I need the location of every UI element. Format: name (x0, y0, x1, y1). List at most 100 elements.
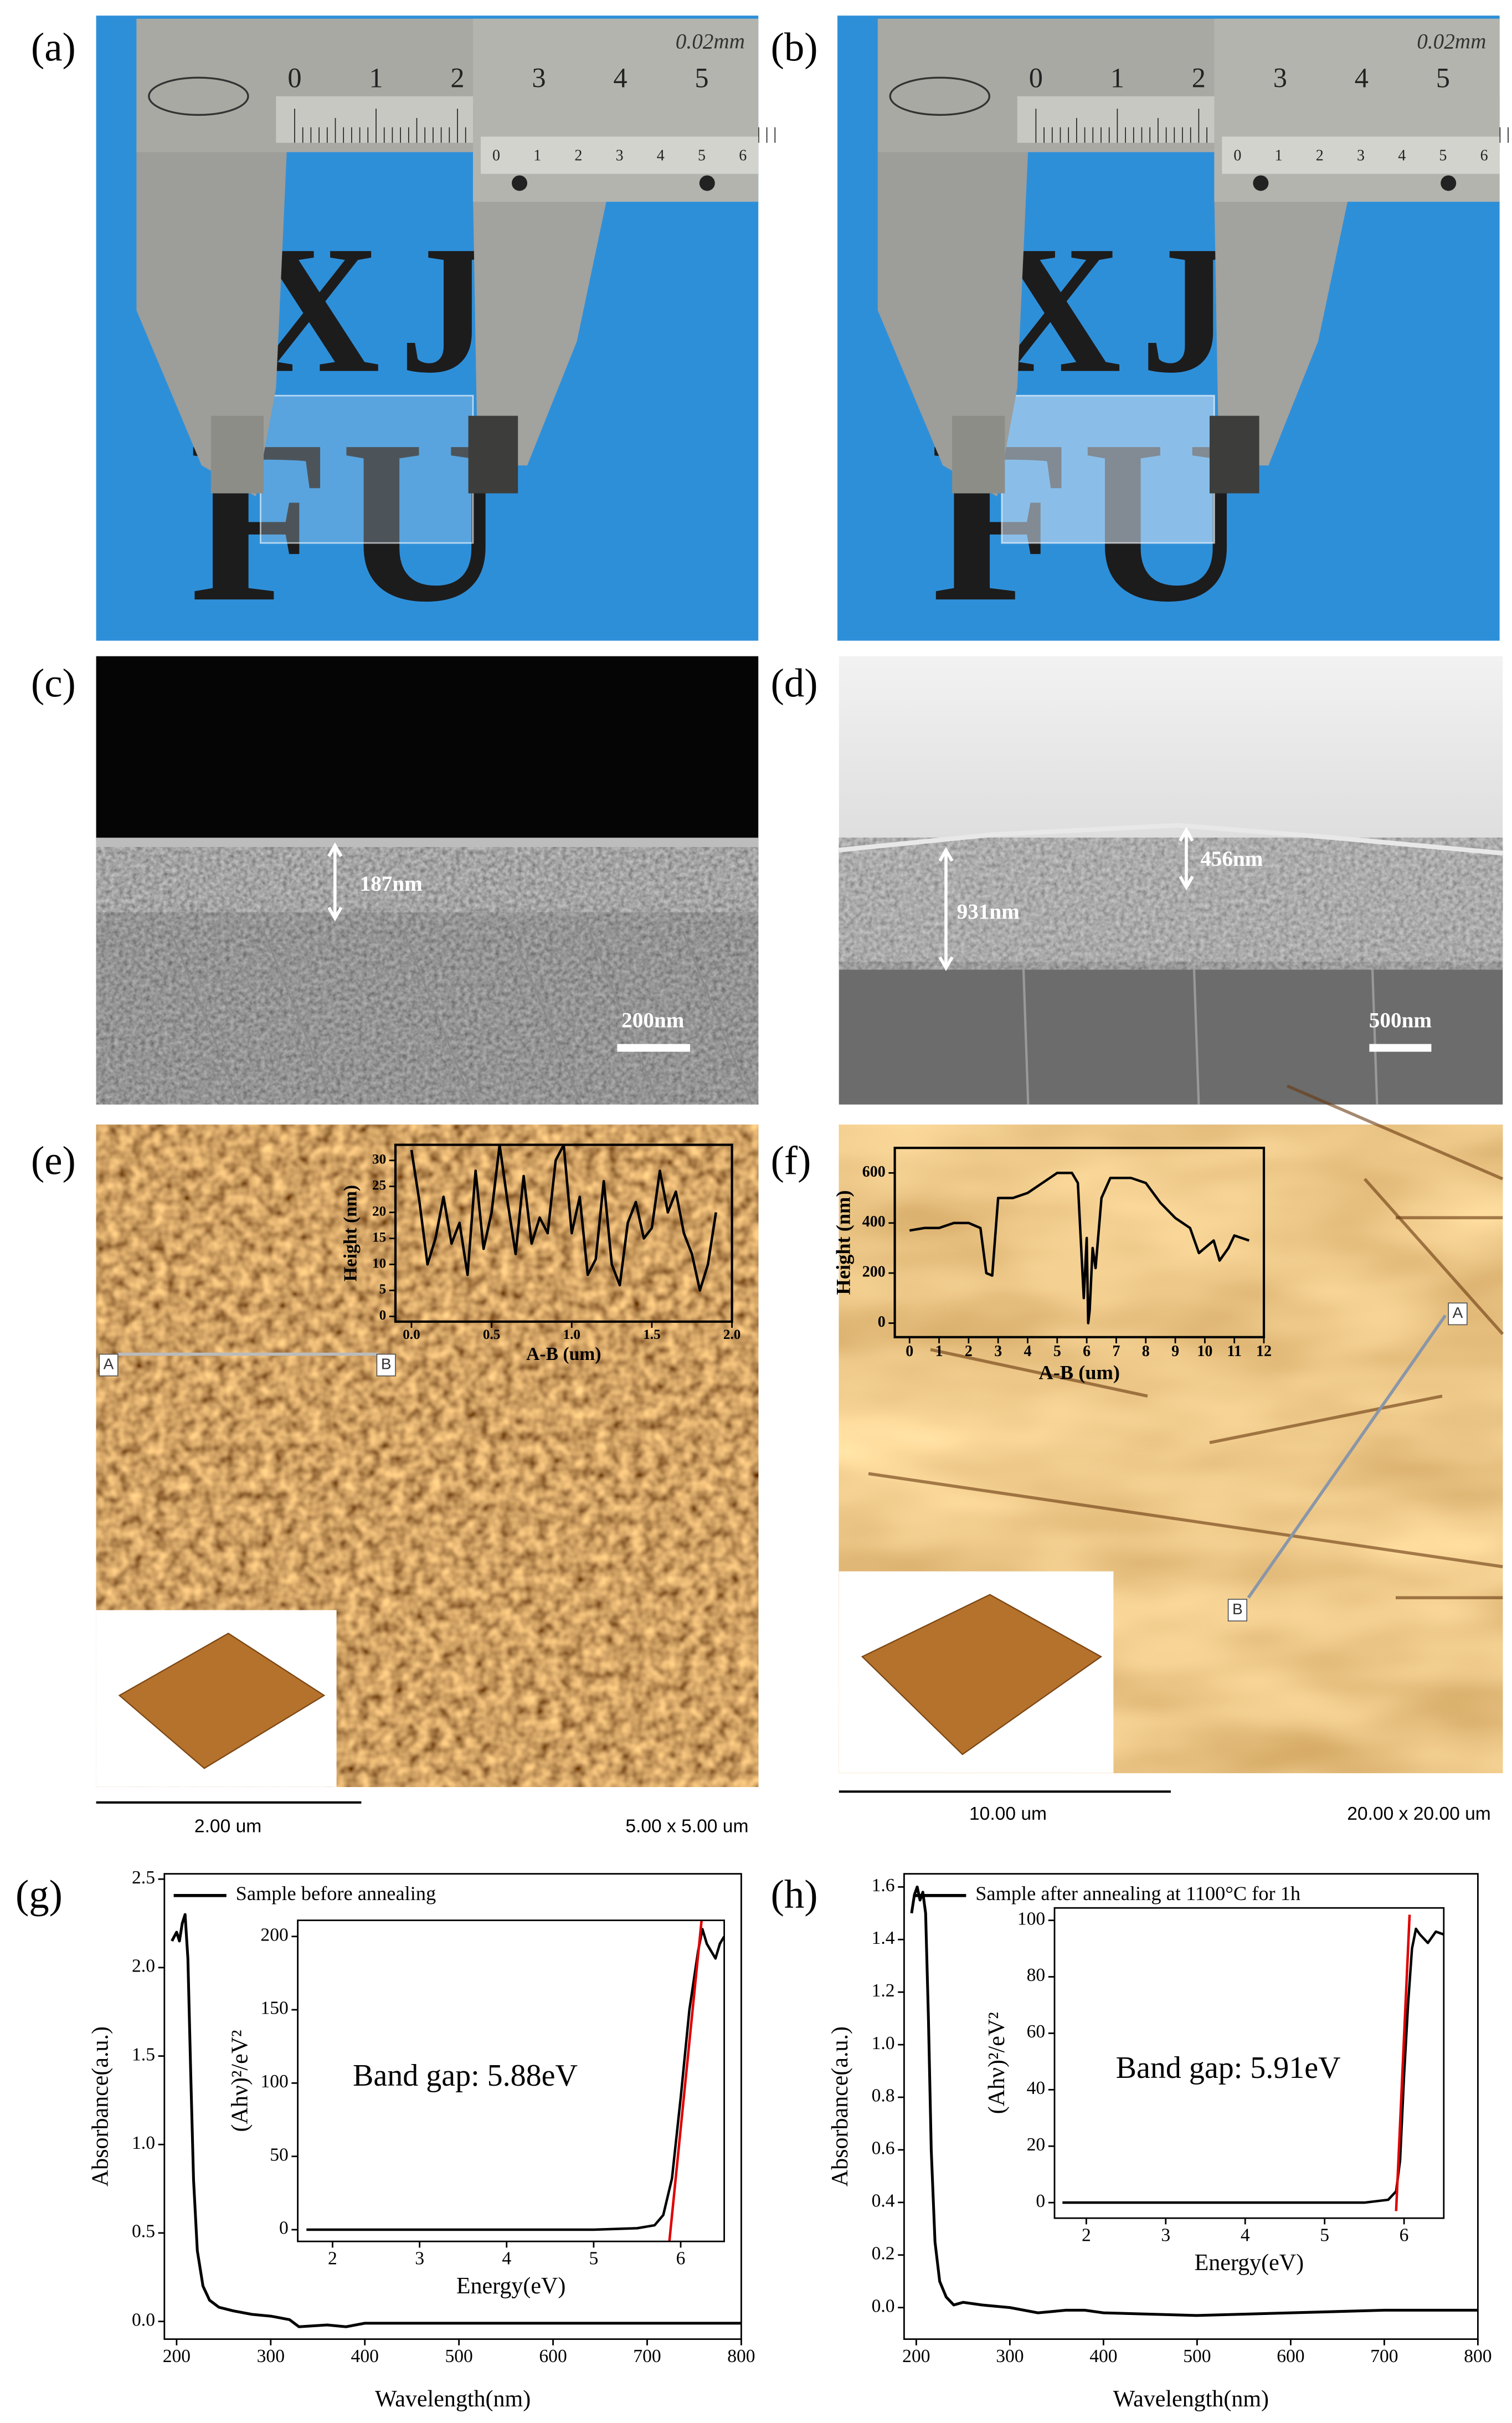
profile-marker: B (381, 1356, 392, 1373)
x-tick-label: 0.5 (483, 1327, 500, 1342)
profile-marker-box (1227, 1599, 1248, 1622)
glass-sample (1001, 394, 1215, 544)
panel-label: (d) (771, 660, 818, 705)
caliper-tip (210, 415, 264, 494)
main-scale-number: 5 (695, 62, 708, 93)
y-tick-label: 200 (862, 1264, 886, 1281)
x-tick-label: 5 (589, 2249, 598, 2269)
y-tick-label: 20 (1027, 2134, 1046, 2155)
y-tick-label: 25 (372, 1178, 386, 1193)
sem-streak (1192, 969, 1200, 1105)
arrow-head (1179, 875, 1194, 891)
sem-film (839, 838, 1503, 970)
x-tick-label: 9 (1171, 1343, 1179, 1360)
profile-marker: B (1232, 1600, 1243, 1618)
data-line (1062, 1927, 1444, 2204)
data-line (668, 1920, 703, 2242)
legend-label: Sample after annealing at 1100°C for 1h (975, 1882, 1300, 1904)
y-tick-label: 40 (1027, 2078, 1046, 2098)
y-tick-label: 0.5 (132, 2221, 155, 2242)
profile-marker-box (376, 1353, 396, 1377)
x-tick-label: 2 (1082, 2225, 1091, 2246)
photo-letters: XJ (248, 209, 509, 411)
y-tick-label: 0 (1036, 2191, 1045, 2211)
profile-marker: A (104, 1356, 114, 1373)
y-tick-label: 20 (372, 1204, 386, 1219)
plot-frame (163, 1873, 742, 2340)
data-line (1395, 1914, 1411, 2211)
annotation: Band gap: 5.88eV (353, 2058, 578, 2093)
arrow-head (327, 842, 343, 858)
x-tick-label: 8 (1142, 1343, 1150, 1360)
data-line (171, 1913, 742, 2328)
x-axis-label: Energy(eV) (456, 2273, 565, 2299)
panel-label: (b) (771, 24, 818, 69)
y-tick-label: 0 (379, 1308, 387, 1323)
afm-streak (1286, 1084, 1504, 1180)
main-scale-number: 3 (532, 62, 546, 93)
sem-streak (511, 930, 583, 1105)
profile-marker-box (99, 1353, 119, 1377)
caliper-tip (468, 415, 518, 494)
y-tick-label: 2.5 (132, 1867, 155, 1888)
y-tick-label: 150 (260, 1998, 288, 2019)
sem-streak (588, 930, 660, 1105)
afm-streak (930, 1348, 1148, 1398)
arrow-head (938, 956, 954, 972)
thickness-label: 187nm (360, 872, 423, 896)
x-tick-label: 3 (415, 2249, 424, 2269)
y-axis-label: Height (nm) (340, 1185, 361, 1281)
glass-sample (259, 394, 474, 544)
sem-film-edge (839, 823, 1503, 856)
x-tick-label: 5 (1053, 1343, 1061, 1360)
vernier-scale-number: 1 (1275, 147, 1283, 164)
main-scale-number: 4 (1355, 62, 1369, 93)
caliper-fixed-jaw (877, 149, 1028, 497)
x-tick-label: 0.0 (403, 1327, 420, 1342)
x-tick-label: 4 (1024, 1343, 1032, 1360)
arrow-head (1179, 827, 1194, 842)
vernier-scale-number: 3 (1357, 147, 1365, 164)
x-tick-label: 200 (163, 2346, 191, 2366)
panel-label: (a) (31, 24, 76, 69)
panel-label: (e) (31, 1138, 76, 1183)
main-scale-number: 4 (613, 62, 627, 93)
scale-bar-label: 500nm (1369, 1008, 1432, 1032)
profile-marker: A (1453, 1304, 1463, 1321)
plot-frame (394, 1143, 733, 1323)
caliper-vernier (1222, 136, 1500, 174)
y-axis-label: Absorbance(a.u.) (88, 2026, 113, 2186)
x-tick-label: 600 (1277, 2346, 1304, 2366)
scale-bar (617, 1044, 690, 1052)
profile-marker-box (1448, 1302, 1468, 1326)
caliper-tip (952, 415, 1005, 494)
afm-streak (1209, 1394, 1443, 1444)
afm-3d-surface (118, 1633, 326, 1769)
sem-streak (263, 930, 335, 1105)
vernier-scale-number: 1 (533, 147, 541, 164)
y-axis-label: Absorbance(a.u.) (827, 2026, 853, 2186)
x-tick-label: 2 (328, 2249, 337, 2269)
sem-streak (1371, 969, 1379, 1105)
main-scale-number: 3 (1273, 62, 1287, 93)
x-tick-label: 3 (994, 1343, 1002, 1360)
x-tick-label: 400 (1089, 2346, 1117, 2366)
scale-bar-label: 2.00 um (194, 1816, 261, 1836)
x-tick-label: 1 (935, 1343, 943, 1360)
sem-streak (402, 930, 474, 1105)
x-axis-label: Energy(eV) (1195, 2250, 1304, 2276)
panel-label: (c) (31, 660, 76, 705)
y-tick-label: 0 (878, 1313, 886, 1331)
main-scale-number: 5 (1436, 62, 1450, 93)
thickness-label: 456nm (1200, 847, 1263, 871)
y-tick-label: 10 (372, 1256, 386, 1271)
main-scale-number: 2 (1192, 62, 1206, 93)
y-tick-label: 0.4 (872, 2191, 895, 2211)
main-scale-number: 1 (1110, 62, 1124, 93)
afm-streak (868, 1472, 1503, 1568)
y-tick-label: 15 (372, 1230, 386, 1245)
y-tick-label: 400 (862, 1213, 886, 1230)
y-tick-label: 0.0 (132, 2309, 155, 2330)
main-scale-number: 2 (450, 62, 464, 93)
